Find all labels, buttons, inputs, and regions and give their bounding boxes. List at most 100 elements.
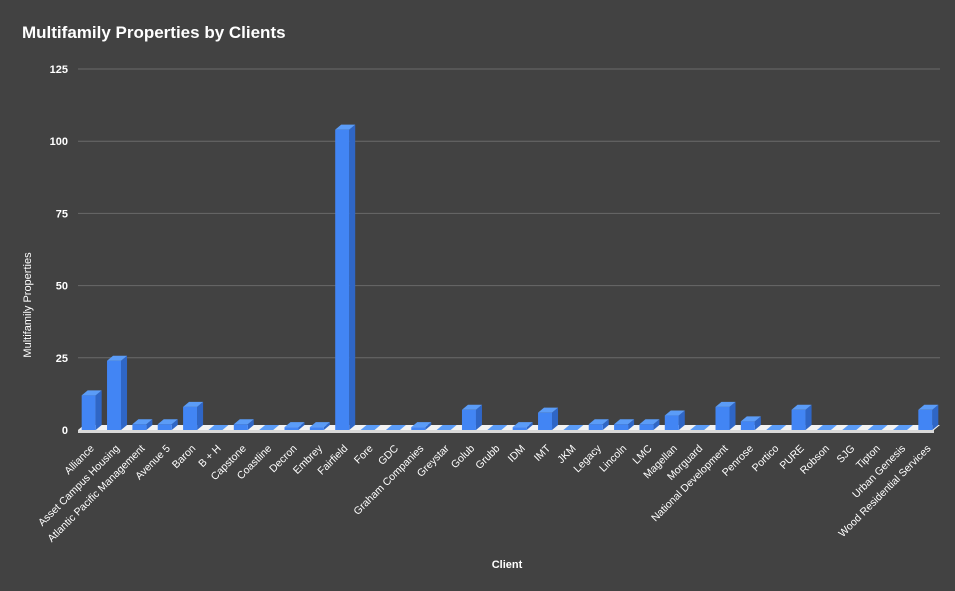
bar-side [95,390,102,430]
bar-side [146,419,153,430]
bar [259,425,280,430]
bar-front [664,415,679,430]
bar-side [171,419,178,430]
bar-top [512,422,533,428]
bar-top [664,410,685,416]
bar-top [461,404,482,410]
bar [309,422,330,430]
bar-top [588,419,609,425]
bar-top [867,425,888,430]
bar-top [284,422,305,428]
gridlines [78,68,940,433]
bar [892,425,913,430]
bar-front [81,395,96,430]
x-tick-label: Baron [170,443,198,471]
bar [132,419,153,430]
bar-front [918,409,933,430]
bar-top [487,425,508,430]
bar-side [552,407,559,430]
bar [183,401,204,430]
bar [360,425,381,430]
x-tick-label: Golub [449,443,477,471]
bar-front [791,409,806,430]
bar-side [349,124,356,430]
bar [639,419,660,430]
bar [284,422,305,430]
bar-side [729,401,736,430]
bar-front [715,406,730,430]
bar-top [309,422,330,428]
bar-top [538,407,559,413]
bar-top [614,419,635,425]
bar-side [678,410,685,430]
bar-front [740,421,755,430]
bar [233,419,254,430]
bar-side [197,401,204,430]
bar [512,422,533,430]
bar-front [639,424,654,430]
bar-top [436,425,457,430]
bar [563,425,584,430]
y-tick-label: 125 [50,64,68,76]
bar-top [816,425,837,430]
bar-side [121,355,128,430]
bar-top [411,422,432,428]
baseline-floor [78,425,940,430]
bar-front [132,424,147,430]
bar [842,425,863,430]
x-tick-label: Lincoln [597,443,629,475]
x-tick-label: IMT [532,442,554,464]
bar-side [628,419,635,430]
bar [538,407,559,430]
y-tick-label: 100 [50,136,68,148]
x-tick-label: Atlantic Pacific Management [45,443,147,545]
bar-top [360,425,381,430]
bar [588,419,609,430]
bar-top [208,425,229,430]
x-tick-label: Legacy [571,442,604,475]
x-tick-label: Portico [750,443,782,475]
bar [690,425,711,430]
bar [385,425,406,430]
bar [715,401,736,430]
bar-side [475,404,482,430]
bar-side [805,404,812,430]
x-axis-title: Client [492,559,523,571]
bar-front [411,427,426,430]
bar-front [614,424,629,430]
bar [487,425,508,430]
bar-side [526,422,533,430]
bar-top [385,425,406,430]
bar-side [653,419,660,430]
bar-top [715,401,736,407]
bar-front [107,360,122,430]
bar-front [233,424,248,430]
x-tick-label: IDM [506,443,528,465]
chart-title: Multifamily Properties by Clients [22,23,286,42]
bar-top [766,425,787,430]
bar-top [639,419,660,425]
bar [816,425,837,430]
bar-top [157,419,178,425]
bar-side [754,416,761,430]
bar [461,404,482,430]
bar-top [791,404,812,410]
bar-top [918,404,939,410]
bar-top [690,425,711,430]
bar [918,404,939,430]
bar-top [563,425,584,430]
bar [81,390,102,430]
x-tick-label: Fore [352,443,376,467]
bar [208,425,229,430]
bar-front [284,427,299,430]
y-axis-title: Multifamily Properties [22,252,34,358]
bar [740,416,761,430]
bar-top [740,416,761,422]
bar-front [461,409,476,430]
bar-top [132,419,153,425]
bar-front [183,406,198,430]
bar-top [259,425,280,430]
bar [766,425,787,430]
